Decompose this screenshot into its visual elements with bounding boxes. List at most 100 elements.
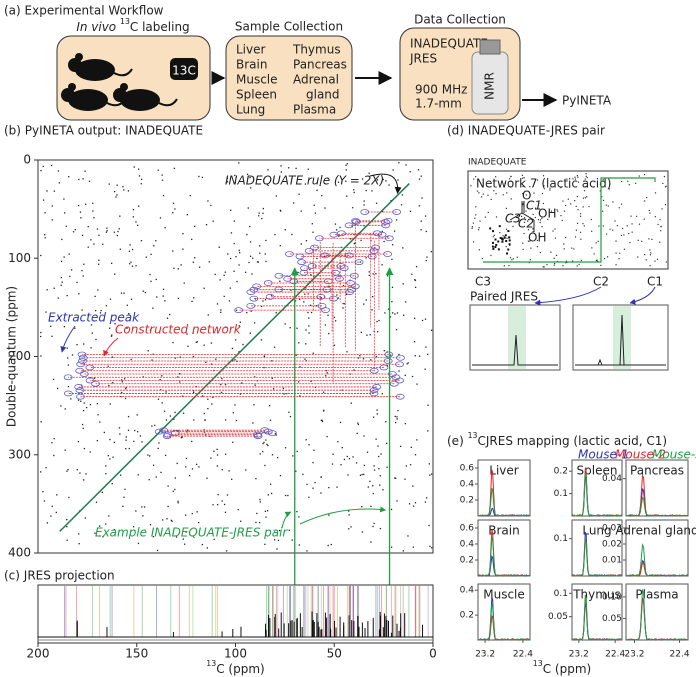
noise-dot xyxy=(307,311,309,314)
peak-marker xyxy=(75,387,85,394)
noise-dot xyxy=(289,327,291,329)
noise-dot xyxy=(105,465,107,467)
noise-dot xyxy=(383,240,385,243)
noise-dot xyxy=(334,223,337,225)
noise-dot xyxy=(511,259,513,261)
noise-dot xyxy=(274,539,276,541)
noise-dot xyxy=(193,297,195,299)
noise-dot xyxy=(70,398,72,400)
noise-dot xyxy=(392,169,394,171)
noise-dot xyxy=(128,447,130,450)
noise-dot xyxy=(249,241,252,243)
noise-dot xyxy=(262,442,264,445)
noise-dot xyxy=(649,265,651,267)
noise-dot xyxy=(404,423,407,425)
noise-dot xyxy=(161,179,164,181)
noise-dot xyxy=(164,454,167,457)
noise-dot xyxy=(196,511,198,513)
noise-dot xyxy=(166,317,169,319)
noise-dot xyxy=(472,241,475,243)
noise-dot xyxy=(84,203,87,205)
noise-dot xyxy=(319,184,321,186)
noise-dot xyxy=(398,162,400,164)
noise-dot xyxy=(331,463,334,465)
noise-dot xyxy=(346,455,348,458)
noise-dot xyxy=(112,456,114,458)
noise-dot xyxy=(528,262,530,264)
x-tick-label: 200 xyxy=(27,647,50,661)
noise-dot xyxy=(277,539,280,542)
noise-dot xyxy=(108,183,110,185)
noise-dot xyxy=(165,391,167,393)
subplot-title: Muscle xyxy=(483,588,525,602)
noise-dot xyxy=(370,541,372,543)
noise-dot xyxy=(578,263,580,266)
noise-dot xyxy=(595,259,598,262)
noise-dot xyxy=(235,309,238,311)
noise-dot xyxy=(46,190,48,192)
noise-dot xyxy=(149,329,152,331)
noise-dot xyxy=(393,230,396,232)
noise-dot xyxy=(102,536,104,538)
noise-dot xyxy=(238,264,240,266)
noise-dot xyxy=(121,381,123,383)
noise-dot xyxy=(188,474,191,477)
noise-dot xyxy=(384,312,386,314)
noise-dot xyxy=(197,521,200,524)
noise-dot xyxy=(378,468,380,470)
noise-dot xyxy=(254,384,256,386)
noise-dot xyxy=(385,180,387,182)
noise-dot xyxy=(366,451,369,453)
noise-dot xyxy=(224,383,227,386)
noise-dot xyxy=(50,325,52,328)
noise-dot xyxy=(664,204,667,206)
noise-dot xyxy=(283,393,285,395)
noise-dot xyxy=(226,181,229,183)
noise-dot xyxy=(586,196,588,198)
noise-dot xyxy=(320,476,322,478)
noise-dot xyxy=(542,266,544,268)
noise-dot xyxy=(237,508,239,511)
mouse-ear xyxy=(68,83,76,91)
noise-dot xyxy=(67,468,69,471)
noise-dot xyxy=(61,281,63,283)
noise-dot xyxy=(490,198,492,200)
noise-dot xyxy=(207,407,209,410)
noise-dot xyxy=(478,227,480,229)
noise-dot xyxy=(401,194,404,196)
noise-dot xyxy=(119,474,122,476)
noise-dot xyxy=(372,416,375,418)
noise-dot xyxy=(315,305,318,307)
pair-arrow xyxy=(629,286,656,305)
noise-dot xyxy=(583,190,586,192)
noise-dot xyxy=(575,205,577,207)
noise-dot xyxy=(185,466,187,468)
noise-dot xyxy=(105,231,108,233)
noise-dot xyxy=(233,220,236,222)
noise-dot xyxy=(279,280,281,282)
subplot-title: Brain xyxy=(488,524,519,538)
noise-dot xyxy=(57,297,59,299)
noise-dot xyxy=(253,404,255,406)
step-title: In vivo 13C labeling xyxy=(76,17,189,34)
subplot-title: Thymus xyxy=(572,588,621,602)
noise-dot xyxy=(533,192,535,194)
noise-dot xyxy=(386,442,388,445)
noise-dot xyxy=(411,273,413,275)
noise-dot xyxy=(83,447,86,450)
noise-dot xyxy=(607,205,609,207)
peak-marker xyxy=(246,302,256,309)
noise-dot xyxy=(497,240,500,243)
noise-dot xyxy=(338,235,340,237)
peak-marker xyxy=(299,269,309,276)
peak-marker xyxy=(314,235,324,242)
noise-dot xyxy=(562,265,564,267)
peak-marker xyxy=(383,217,393,224)
noise-dot xyxy=(537,219,540,221)
noise-dot xyxy=(69,275,71,278)
noise-dot xyxy=(120,292,123,294)
noise-dot xyxy=(300,243,302,245)
noise-dot xyxy=(429,474,431,476)
noise-dot xyxy=(218,246,220,248)
